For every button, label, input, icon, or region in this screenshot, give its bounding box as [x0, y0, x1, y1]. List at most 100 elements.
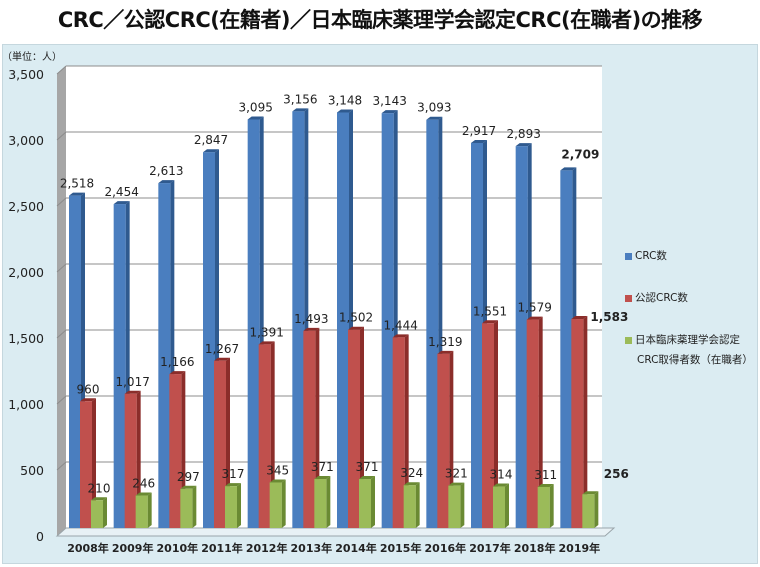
gridline-side	[56, 197, 67, 207]
bar-top	[158, 180, 175, 184]
bar-side	[237, 483, 241, 528]
x-tick-label: 2018年	[514, 541, 556, 555]
y-tick-label: 500	[20, 463, 44, 478]
bar-top	[269, 479, 286, 483]
bar-top	[471, 139, 487, 143]
data-label: 3,156	[283, 92, 317, 106]
bar-top	[80, 398, 96, 402]
bar-top	[214, 357, 230, 361]
y-tick-label: 1,500	[8, 331, 44, 346]
bar-side	[371, 476, 375, 528]
data-label: 1,444	[383, 318, 417, 332]
data-label: 317	[222, 467, 245, 481]
bar	[448, 485, 461, 528]
data-label: 2,709	[561, 147, 599, 161]
plot-back-wall	[66, 66, 602, 528]
bar-top	[426, 116, 443, 120]
bar-side	[594, 491, 599, 528]
bar-top	[482, 320, 498, 324]
plot-floor	[55, 527, 616, 537]
data-label: 960	[77, 382, 100, 396]
y-tick-label: 1,000	[8, 397, 44, 412]
bar	[113, 204, 126, 528]
bar	[247, 119, 260, 529]
bar-side	[103, 497, 107, 528]
chart-title: CRC／公認CRC(在籍者)／日本臨床薬理学会認定CRC(在職者)の推移	[57, 8, 703, 32]
data-label: 297	[177, 470, 200, 484]
data-label: 1,551	[473, 304, 507, 318]
bar	[69, 195, 81, 528]
bar	[292, 111, 305, 529]
bar-top	[258, 341, 275, 345]
data-label: 1,502	[339, 311, 373, 325]
bar-top	[69, 192, 85, 196]
bar	[482, 323, 494, 528]
x-axis-tick-labels: 2008年 2009年 2010年 2011年 2012年 2013年 2014年 2015年…	[67, 541, 600, 555]
y-tick-label: 2,500	[8, 199, 44, 214]
bar-side	[404, 334, 409, 528]
bar	[381, 113, 394, 529]
bar	[269, 482, 282, 528]
legend-item-jscpt-crc: 日本臨床薬理学会認定	[625, 332, 740, 347]
bar	[471, 142, 483, 528]
data-label: 314	[490, 468, 513, 482]
unit-label: （単位：人）	[2, 52, 62, 63]
bar-side	[494, 320, 498, 528]
bar	[493, 486, 505, 528]
legend-item-certified-crc: 公認CRC数	[625, 290, 688, 305]
bar	[437, 353, 450, 528]
bar	[337, 112, 349, 529]
bar-top	[113, 201, 130, 205]
bar-top	[381, 110, 398, 114]
gridline-side	[56, 263, 67, 273]
data-label: 1,391	[249, 325, 283, 339]
bar-top	[392, 334, 409, 338]
bar	[214, 360, 226, 528]
data-label: 321	[445, 467, 468, 481]
bar-top	[537, 483, 554, 487]
legend-label-crc: CRC数	[635, 250, 667, 262]
data-label: 1,166	[160, 355, 194, 369]
bar-top	[225, 483, 241, 487]
x-tick-label: 2008年	[67, 541, 109, 555]
gridline-side	[56, 329, 67, 339]
bar-side	[460, 482, 465, 528]
data-label: 324	[400, 466, 423, 480]
x-tick-label: 2011年	[201, 541, 243, 555]
data-label: 2,613	[149, 164, 183, 178]
x-tick-label: 2014年	[335, 541, 377, 555]
data-label: 246	[132, 477, 155, 491]
bar-top	[292, 108, 309, 112]
data-label: 1,267	[205, 342, 239, 356]
bar-top	[515, 143, 532, 147]
bar	[426, 119, 439, 528]
bar-top	[493, 483, 509, 487]
bar	[258, 344, 271, 528]
bar-side	[192, 485, 197, 528]
bar-top	[359, 476, 375, 480]
legend-label-jscpt-crc-line2: CRC取得者数（在職者）	[637, 354, 753, 366]
legend-swatch-jscpt-crc	[625, 336, 632, 344]
data-label: 371	[356, 460, 379, 474]
bar-side	[92, 398, 96, 528]
x-tick-label: 2017年	[469, 541, 511, 555]
bar	[80, 401, 92, 528]
legend-label-certified-crc: 公認CRC数	[635, 292, 688, 304]
data-label: 311	[534, 468, 557, 482]
bar	[571, 319, 584, 528]
bar-top	[526, 316, 543, 320]
data-label: 210	[88, 481, 111, 495]
bar	[203, 152, 215, 529]
bar	[225, 486, 237, 528]
bar-top	[303, 327, 320, 331]
gridline-side	[56, 131, 67, 141]
bar	[180, 488, 193, 528]
bar	[348, 329, 360, 528]
bar-side	[281, 479, 286, 528]
data-label: 345	[266, 463, 289, 477]
gridline-side	[56, 65, 67, 75]
data-label: 3,093	[417, 101, 451, 115]
gridline-side	[56, 395, 67, 405]
bar-top	[448, 482, 465, 486]
